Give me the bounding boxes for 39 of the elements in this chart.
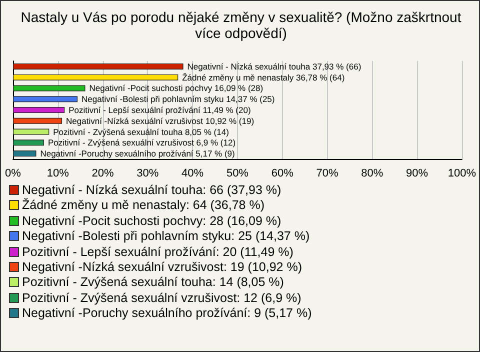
text: Pozitivní - Zvýšená sexuální vzrušivost: 12 (6,9 %) <box>21 290 302 306</box>
chart-title: Nastaly u Vás po porodu nějaké změny v sexualitě? (Možno zaškrtnout více odpovědí) <box>20 9 462 41</box>
bar <box>13 63 184 70</box>
data-label: Pozitivní - Zvýšená sexuální touha 8,05 % (14) <box>53 126 230 137</box>
x-tick-label: 40% <box>182 168 204 180</box>
x-tick-label: 100% <box>448 168 476 180</box>
data-label: Negativní -Bolesti při pohlavním styku 14,37 % (25) <box>82 94 275 104</box>
text: Pozitivní - Zvýšená sexuální touha: 14 (8,05 %) <box>21 275 285 291</box>
data-label: Žádné změny u mě nenastaly 36,78 % (64) <box>182 72 345 82</box>
text: Negativní - Nízká sexuální touha: 66 (37,93 %) <box>21 183 282 198</box>
data-label: Pozitivní - Zvýšená sexuální vzrušivost 6,9 % (12) <box>48 138 236 148</box>
x-tick-label: 60% <box>271 168 294 180</box>
bar <box>13 128 50 135</box>
text: Negativní -Poruchy sexuálního prožívání: 9 (5,17 %) <box>21 306 312 322</box>
x-tick-label: 0% <box>5 168 22 180</box>
bar <box>13 107 65 113</box>
data-label: Negativní - Nízká sexuální touha 37,93 % (66) <box>187 61 362 72</box>
bar <box>13 150 36 157</box>
x-tick-label: 70% <box>316 168 338 180</box>
text: Negativní -Nízká sexuální vzrušivost: 19 (10,92 %) <box>21 260 303 276</box>
bar <box>13 140 44 146</box>
x-tick-label: 10% <box>46 168 70 180</box>
text: Pozitivní - Lepší sexuální prožívání: 20 (11,49 %) <box>21 244 294 260</box>
bar <box>13 96 78 102</box>
bar <box>13 85 86 92</box>
x-tick-label: 30% <box>136 168 159 180</box>
x-tick-label: 90% <box>406 168 428 180</box>
x-tick-label: 80% <box>361 168 384 180</box>
data-label: Negativní -Pocit suchosti pochvy 16,09 % (28) <box>89 83 264 94</box>
x-tick-label: 20% <box>92 168 114 180</box>
x-tick-label: 50% <box>226 168 249 180</box>
bar <box>13 118 62 124</box>
data-label: Negativní -Poruchy sexuálního prožívání 5,17 % (9) <box>40 148 236 159</box>
text: Žádné změny u mě nenastaly: 64 (36,78 %) <box>21 198 266 214</box>
text: Negativní -Pocit suchosti pochvy: 28 (16,09 %) <box>21 214 282 230</box>
bar <box>13 74 178 80</box>
data-label: Pozitivní - Lepší sexuální prožívání 11,49 % (20) <box>68 105 251 115</box>
text: Negativní -Bolesti při pohlavním styku: 25 (14,37 %) <box>21 229 311 245</box>
data-label: Negativní -Nízká sexuální vzrušivost 10,92 % (19) <box>66 116 254 126</box>
